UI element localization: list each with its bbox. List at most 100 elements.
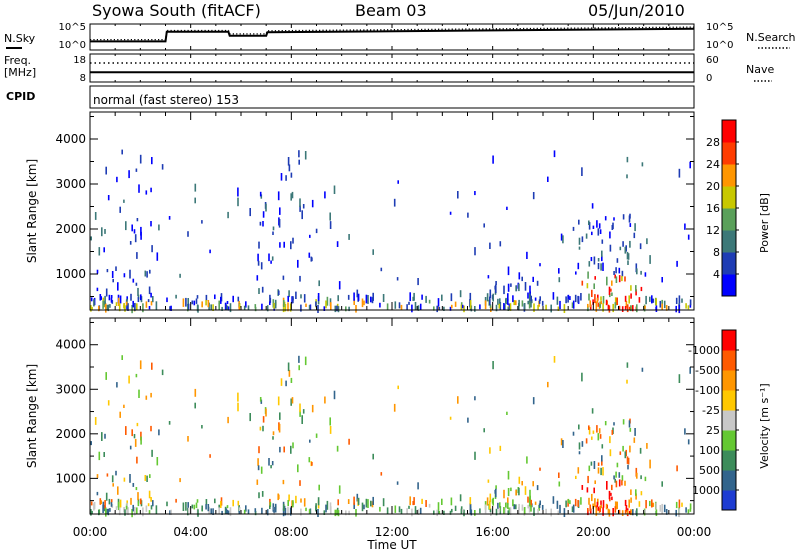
- power-cell: [588, 293, 590, 301]
- velocity-cell: [589, 504, 591, 512]
- power-cell: [209, 249, 211, 254]
- power-cell: [238, 307, 241, 311]
- power-cell: [396, 277, 399, 281]
- power-cell: [588, 261, 591, 267]
- velocity-cell: [131, 429, 133, 437]
- velocity-cell: [585, 438, 588, 444]
- power-cell: [509, 303, 512, 311]
- power-cell: [600, 300, 602, 305]
- velocity-cell: [532, 397, 535, 405]
- velocity-cell: [441, 498, 443, 505]
- velocity-cell: [624, 451, 627, 459]
- power-cell: [626, 174, 628, 179]
- power-cell: [372, 292, 374, 301]
- velocity-cell: [137, 501, 140, 507]
- power-cell: [408, 301, 410, 305]
- velocity-cell: [145, 395, 148, 400]
- power-cell: [515, 285, 517, 292]
- power-cell: [469, 292, 472, 301]
- power-cell: [474, 306, 476, 312]
- power-cell: [227, 306, 230, 311]
- time-tick-label: 20:00: [576, 525, 611, 539]
- power-cell: [126, 296, 128, 301]
- velocity-cell: [597, 467, 600, 474]
- velocity-cell: [595, 508, 598, 516]
- cpid-panel: CPID normal (fast stereo) 153: [6, 85, 695, 109]
- power-cell: [655, 298, 657, 306]
- velocity-cell: [117, 486, 119, 495]
- velocity-cell: [118, 507, 121, 516]
- velocity-cell: [628, 420, 631, 428]
- velocity-colorbar: 1000 500 100 25 -25 -100 -500 -1000: [688, 329, 739, 511]
- velocity-cell: [495, 485, 497, 490]
- velocity-cell: [512, 499, 514, 507]
- velocity-cell: [144, 475, 147, 481]
- power-cell: [221, 306, 223, 311]
- velocity-cell: [605, 503, 608, 510]
- velocity-cell: [279, 446, 281, 453]
- velocity-cell: [417, 509, 420, 515]
- colorbar-tick-label: 8: [713, 246, 720, 259]
- power-cell: [289, 303, 292, 312]
- velocity-cell: [237, 392, 239, 402]
- power-cell: [126, 304, 128, 310]
- velocity-cell: [678, 508, 681, 518]
- velocity-cell: [262, 425, 264, 432]
- power-cell: [333, 185, 336, 194]
- velocity-cell: [460, 508, 463, 515]
- velocity-cell: [609, 497, 611, 502]
- power-cell: [597, 302, 600, 307]
- power-cell: [295, 291, 297, 299]
- power-cell: [618, 305, 621, 311]
- velocity-cell: [596, 425, 598, 433]
- velocity-cell: [218, 507, 220, 514]
- velocity-cell: [630, 489, 632, 495]
- power-cell: [591, 231, 593, 236]
- velocity-cell: [615, 471, 617, 478]
- power-cell: [137, 287, 139, 297]
- power-cell: [182, 298, 185, 307]
- power-cell: [528, 301, 531, 309]
- power-cell: [460, 304, 463, 311]
- velocity-cell: [489, 493, 492, 503]
- velocity-cell: [612, 508, 614, 517]
- velocity-cell: [201, 425, 203, 429]
- velocity-cell: [209, 454, 211, 458]
- velocity-ylabel: Slant Range [km]: [25, 364, 39, 468]
- power-cell: [149, 269, 151, 274]
- velocity-cell: [283, 446, 285, 453]
- power-cell: [94, 212, 97, 220]
- range-tick-label: 4000: [55, 132, 86, 146]
- velocity-cell: [179, 478, 181, 483]
- velocity-cell: [357, 497, 360, 505]
- power-cell: [117, 282, 119, 291]
- velocity-cell: [591, 408, 594, 414]
- power-cell: [595, 304, 598, 312]
- power-cell: [90, 305, 92, 312]
- velocity-cell: [630, 497, 632, 503]
- time-axis: 00:00 04:00 08:00 12:00 16:00 20:00 00:00: [73, 525, 712, 539]
- velocity-cell: [158, 429, 160, 436]
- colorbar-tick-label: 1000: [692, 484, 720, 497]
- power-cell: [128, 170, 130, 179]
- velocity-cell: [126, 500, 128, 505]
- power-cell: [611, 292, 613, 296]
- velocity-cell: [237, 402, 239, 412]
- velocity-cell: [624, 510, 627, 514]
- velocity-cell: [495, 508, 498, 516]
- velocity-cell: [457, 396, 459, 404]
- power-cell: [287, 295, 289, 302]
- velocity-cell: [638, 501, 641, 507]
- power-cell: [655, 305, 658, 312]
- velocity-cell: [633, 437, 636, 443]
- velocity-cell: [484, 504, 487, 514]
- power-cell: [134, 303, 136, 311]
- colorbar-segment: [722, 274, 736, 297]
- velocity-cell: [290, 445, 292, 454]
- power-cell: [119, 206, 121, 213]
- velocity-cell: [348, 510, 350, 516]
- power-cell: [636, 268, 638, 275]
- velocity-cell: [257, 465, 260, 471]
- colorbar-tick-label: 28: [706, 136, 720, 149]
- velocity-cell: [577, 500, 579, 507]
